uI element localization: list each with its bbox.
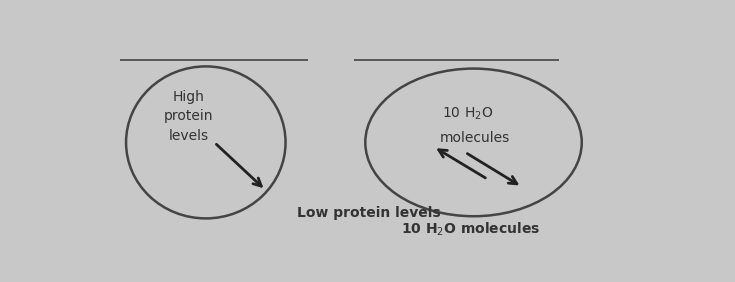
Text: 10 H$_2$O: 10 H$_2$O xyxy=(442,106,493,122)
Text: High
protein
levels: High protein levels xyxy=(164,90,213,143)
Text: 10 H$_2$O molecules: 10 H$_2$O molecules xyxy=(401,221,540,238)
Text: molecules: molecules xyxy=(440,131,509,145)
Text: Low protein levels: Low protein levels xyxy=(297,206,440,220)
